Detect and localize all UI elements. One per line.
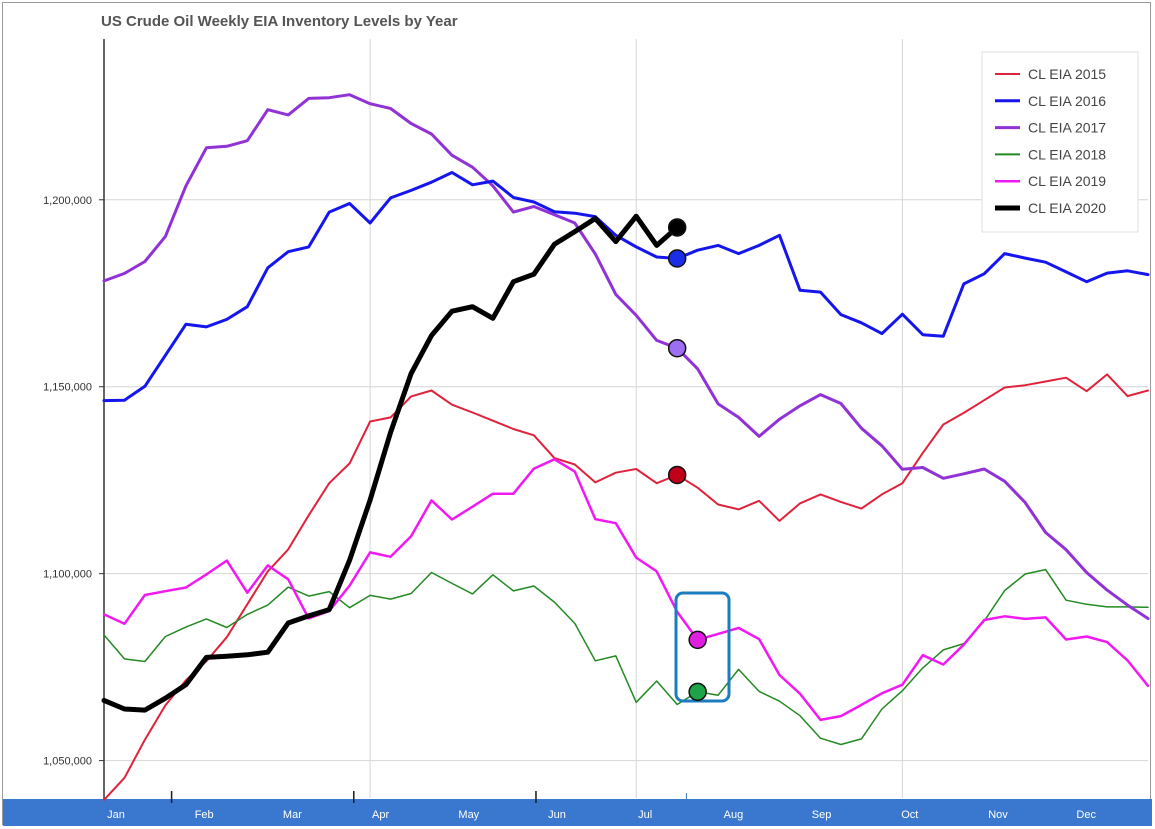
series-line-cl-eia-2020	[101, 213, 680, 713]
legend-box	[981, 51, 1139, 233]
legend-label: CL EIA 2016	[1028, 93, 1106, 109]
x-tick-label: Apr	[372, 809, 389, 821]
x-tick-label: May	[458, 809, 479, 821]
x-axis-band	[3, 799, 1152, 826]
x-tick-label: Feb	[195, 809, 214, 821]
x-tick-label: Jan	[107, 809, 125, 821]
x-tick-label: Jul	[638, 809, 652, 821]
x-tick-label: Mar	[283, 809, 302, 821]
chart-title: US Crude Oil Weekly EIA Inventory Levels…	[101, 13, 458, 30]
marker-cl-eia-2019	[688, 630, 707, 650]
x-tick-label: Jun	[548, 809, 566, 821]
marker-cl-eia-2018	[688, 682, 707, 702]
series-line-cl-eia-2015	[103, 373, 1149, 801]
x-tick-label: Oct	[901, 809, 918, 821]
marker-cl-eia-2015	[667, 465, 687, 485]
marker-cl-eia-2020	[667, 218, 687, 237]
y-tick-label: 1,200,000	[43, 195, 92, 207]
line-chart: US Crude Oil Weekly EIA Inventory Levels…	[3, 13, 1152, 826]
x-tick-label: Aug	[724, 809, 744, 821]
highlight-box	[674, 591, 731, 703]
series-line-cl-eia-2016	[102, 171, 1150, 403]
series-line-cl-eia-2018	[103, 568, 1149, 746]
series-line-cl-eia-2017	[102, 93, 1150, 620]
marker-cl-eia-2017	[667, 338, 687, 358]
legend-label: CL EIA 2017	[1028, 120, 1106, 136]
x-tick-label: Dec	[1076, 809, 1096, 821]
legend-label: CL EIA 2019	[1028, 173, 1106, 189]
y-tick-label: 1,150,000	[43, 382, 92, 394]
x-tick-label: Sep	[812, 809, 832, 821]
y-tick-label: 1,050,000	[43, 756, 92, 768]
marker-cl-eia-2016	[667, 249, 687, 268]
legend-label: CL EIA 2020	[1028, 200, 1106, 216]
y-tick-label: 1,100,000	[43, 569, 92, 581]
legend-label: CL EIA 2018	[1028, 146, 1106, 162]
x-tick-label: Nov	[988, 809, 1008, 821]
legend-label: CL EIA 2015	[1028, 66, 1106, 82]
series-line-cl-eia-2019	[102, 458, 1150, 722]
